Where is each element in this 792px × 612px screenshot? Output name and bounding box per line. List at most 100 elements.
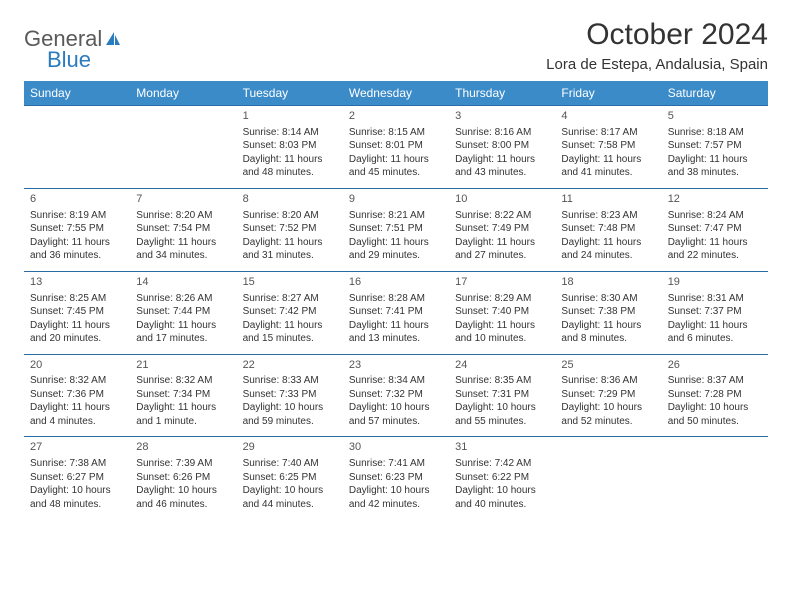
- sail-icon: [104, 30, 122, 48]
- day-header: Monday: [130, 81, 236, 106]
- daylight-text: and 24 minutes.: [561, 249, 655, 263]
- day-number: 26: [668, 358, 762, 373]
- sunset-text: Sunset: 7:42 PM: [243, 305, 337, 319]
- sunrise-text: Sunrise: 8:19 AM: [30, 209, 124, 223]
- daylight-text: Daylight: 11 hours: [668, 319, 762, 333]
- daylight-text: and 44 minutes.: [243, 498, 337, 512]
- calendar-cell: [555, 437, 661, 519]
- day-number: 15: [243, 275, 337, 290]
- sunset-text: Sunset: 6:25 PM: [243, 471, 337, 485]
- calendar-cell: 30Sunrise: 7:41 AMSunset: 6:23 PMDayligh…: [343, 437, 449, 519]
- sunrise-text: Sunrise: 8:16 AM: [455, 126, 549, 140]
- daylight-text: and 15 minutes.: [243, 332, 337, 346]
- daylight-text: Daylight: 10 hours: [136, 484, 230, 498]
- daylight-text: and 48 minutes.: [243, 166, 337, 180]
- day-number: 18: [561, 275, 655, 290]
- sunset-text: Sunset: 7:57 PM: [668, 139, 762, 153]
- daylight-text: and 46 minutes.: [136, 498, 230, 512]
- calendar-cell: 9Sunrise: 8:21 AMSunset: 7:51 PMDaylight…: [343, 188, 449, 271]
- calendar-cell: 29Sunrise: 7:40 AMSunset: 6:25 PMDayligh…: [237, 437, 343, 519]
- daylight-text: and 8 minutes.: [561, 332, 655, 346]
- sunset-text: Sunset: 7:51 PM: [349, 222, 443, 236]
- calendar-cell: 6Sunrise: 8:19 AMSunset: 7:55 PMDaylight…: [24, 188, 130, 271]
- sunset-text: Sunset: 8:00 PM: [455, 139, 549, 153]
- calendar-cell: 27Sunrise: 7:38 AMSunset: 6:27 PMDayligh…: [24, 437, 130, 519]
- sunset-text: Sunset: 8:01 PM: [349, 139, 443, 153]
- daylight-text: Daylight: 11 hours: [561, 236, 655, 250]
- sunrise-text: Sunrise: 8:22 AM: [455, 209, 549, 223]
- sunrise-text: Sunrise: 8:32 AM: [30, 374, 124, 388]
- day-number: 10: [455, 192, 549, 207]
- sunset-text: Sunset: 7:45 PM: [30, 305, 124, 319]
- daylight-text: and 41 minutes.: [561, 166, 655, 180]
- sunset-text: Sunset: 7:32 PM: [349, 388, 443, 402]
- sunrise-text: Sunrise: 8:14 AM: [243, 126, 337, 140]
- calendar-cell: 18Sunrise: 8:30 AMSunset: 7:38 PMDayligh…: [555, 271, 661, 354]
- sunrise-text: Sunrise: 8:24 AM: [668, 209, 762, 223]
- day-number: 9: [349, 192, 443, 207]
- daylight-text: and 27 minutes.: [455, 249, 549, 263]
- sunrise-text: Sunrise: 8:20 AM: [243, 209, 337, 223]
- sunrise-text: Sunrise: 8:32 AM: [136, 374, 230, 388]
- calendar-week-row: 1Sunrise: 8:14 AMSunset: 8:03 PMDaylight…: [24, 106, 768, 189]
- daylight-text: Daylight: 10 hours: [668, 401, 762, 415]
- daylight-text: and 43 minutes.: [455, 166, 549, 180]
- sunrise-text: Sunrise: 8:36 AM: [561, 374, 655, 388]
- daylight-text: and 1 minute.: [136, 415, 230, 429]
- daylight-text: Daylight: 10 hours: [243, 484, 337, 498]
- daylight-text: and 52 minutes.: [561, 415, 655, 429]
- day-header: Tuesday: [237, 81, 343, 106]
- sunset-text: Sunset: 6:26 PM: [136, 471, 230, 485]
- daylight-text: Daylight: 10 hours: [30, 484, 124, 498]
- calendar-table: Sunday Monday Tuesday Wednesday Thursday…: [24, 81, 768, 519]
- day-number: 2: [349, 109, 443, 124]
- calendar-cell: [130, 106, 236, 189]
- daylight-text: Daylight: 10 hours: [349, 484, 443, 498]
- daylight-text: Daylight: 11 hours: [668, 236, 762, 250]
- day-number: 7: [136, 192, 230, 207]
- day-number: 28: [136, 440, 230, 455]
- sunrise-text: Sunrise: 7:40 AM: [243, 457, 337, 471]
- location-text: Lora de Estepa, Andalusia, Spain: [546, 56, 768, 73]
- daylight-text: and 6 minutes.: [668, 332, 762, 346]
- header: General October 2024 Lora de Estepa, And…: [24, 18, 768, 73]
- sunset-text: Sunset: 7:54 PM: [136, 222, 230, 236]
- day-number: 22: [243, 358, 337, 373]
- day-header-row: Sunday Monday Tuesday Wednesday Thursday…: [24, 81, 768, 106]
- calendar-cell: 15Sunrise: 8:27 AMSunset: 7:42 PMDayligh…: [237, 271, 343, 354]
- day-number: 17: [455, 275, 549, 290]
- daylight-text: Daylight: 11 hours: [243, 153, 337, 167]
- daylight-text: and 45 minutes.: [349, 166, 443, 180]
- sunset-text: Sunset: 7:58 PM: [561, 139, 655, 153]
- day-header: Wednesday: [343, 81, 449, 106]
- daylight-text: Daylight: 11 hours: [455, 153, 549, 167]
- calendar-cell: 28Sunrise: 7:39 AMSunset: 6:26 PMDayligh…: [130, 437, 236, 519]
- calendar-cell: 14Sunrise: 8:26 AMSunset: 7:44 PMDayligh…: [130, 271, 236, 354]
- daylight-text: and 17 minutes.: [136, 332, 230, 346]
- calendar-cell: 10Sunrise: 8:22 AMSunset: 7:49 PMDayligh…: [449, 188, 555, 271]
- sunset-text: Sunset: 7:47 PM: [668, 222, 762, 236]
- daylight-text: Daylight: 10 hours: [561, 401, 655, 415]
- daylight-text: Daylight: 11 hours: [30, 236, 124, 250]
- day-number: 13: [30, 275, 124, 290]
- sunset-text: Sunset: 7:41 PM: [349, 305, 443, 319]
- calendar-cell: 20Sunrise: 8:32 AMSunset: 7:36 PMDayligh…: [24, 354, 130, 437]
- daylight-text: Daylight: 11 hours: [136, 401, 230, 415]
- day-number: 24: [455, 358, 549, 373]
- calendar-cell: 7Sunrise: 8:20 AMSunset: 7:54 PMDaylight…: [130, 188, 236, 271]
- calendar-cell: 21Sunrise: 8:32 AMSunset: 7:34 PMDayligh…: [130, 354, 236, 437]
- sunrise-text: Sunrise: 8:18 AM: [668, 126, 762, 140]
- daylight-text: Daylight: 11 hours: [349, 153, 443, 167]
- daylight-text: Daylight: 10 hours: [349, 401, 443, 415]
- sunrise-text: Sunrise: 8:17 AM: [561, 126, 655, 140]
- sunset-text: Sunset: 7:40 PM: [455, 305, 549, 319]
- day-number: 31: [455, 440, 549, 455]
- day-number: 4: [561, 109, 655, 124]
- calendar-cell: 31Sunrise: 7:42 AMSunset: 6:22 PMDayligh…: [449, 437, 555, 519]
- daylight-text: Daylight: 11 hours: [243, 319, 337, 333]
- sunrise-text: Sunrise: 7:41 AM: [349, 457, 443, 471]
- sunset-text: Sunset: 7:44 PM: [136, 305, 230, 319]
- daylight-text: and 48 minutes.: [30, 498, 124, 512]
- calendar-cell: 22Sunrise: 8:33 AMSunset: 7:33 PMDayligh…: [237, 354, 343, 437]
- calendar-cell: 2Sunrise: 8:15 AMSunset: 8:01 PMDaylight…: [343, 106, 449, 189]
